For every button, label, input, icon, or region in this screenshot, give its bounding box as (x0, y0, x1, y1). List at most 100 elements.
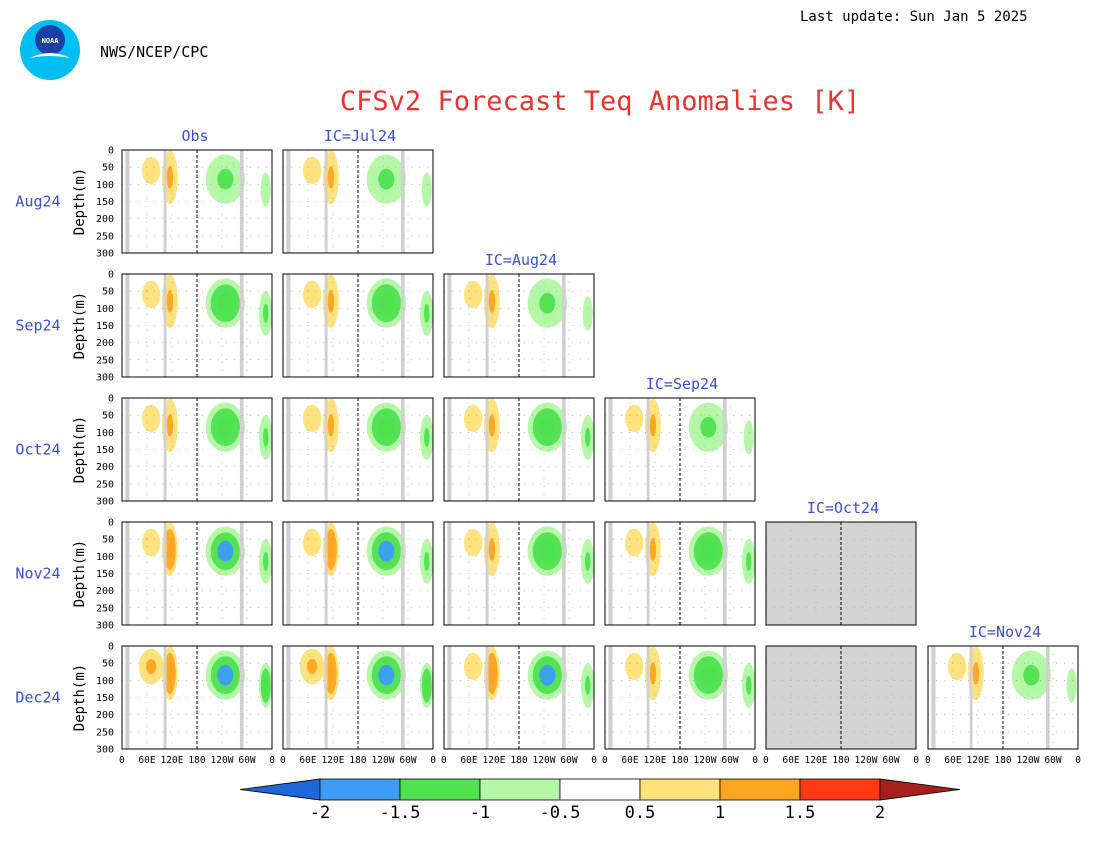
anomaly-contour-core (488, 290, 496, 313)
column-title: IC=Aug24 (485, 251, 557, 269)
colorbar-label: -1 (470, 803, 490, 823)
x-tick-label: 180 (510, 755, 527, 766)
land-mask-band (239, 274, 244, 377)
colorbar-label: -2 (310, 803, 330, 823)
x-tick-label: 60W (882, 755, 899, 766)
panel-oct24-obs (121, 397, 273, 502)
anomaly-contour-core (146, 287, 157, 303)
anomaly-contour-core (629, 411, 640, 427)
panel-frame (121, 645, 273, 750)
land-mask-band (1045, 646, 1050, 749)
land-mask-band (400, 274, 405, 377)
anomaly-contour-core (585, 304, 591, 323)
panel-frame (121, 397, 273, 502)
anomaly-contour-core (972, 662, 980, 685)
anomaly-contour-core (327, 538, 335, 561)
panel-grid: Aug24 Depth(m) 0 50 100 150 200 250 300 Obs IC=Jul… (15, 127, 1081, 766)
x-tick-label: 60E (299, 755, 316, 766)
x-tick-label: 60E (944, 755, 961, 766)
anomaly-contour-core (327, 414, 335, 437)
land-mask-band (485, 398, 489, 501)
y-tick-label: 200 (96, 338, 114, 349)
anomaly-contour-core (649, 538, 657, 561)
y-tick-label: 200 (96, 462, 114, 473)
panel-nov24-ic-oct24 (765, 521, 917, 626)
y-tick-label: 250 (96, 603, 114, 614)
x-tick-label: 0 (591, 755, 597, 766)
y-tick-label: 150 (96, 693, 114, 704)
column-title: IC=Nov24 (969, 623, 1041, 641)
y-tick-label: 100 (96, 676, 114, 687)
panel-frame (121, 149, 273, 254)
y-tick-label: 100 (96, 304, 114, 315)
x-tick-label: 120W (855, 755, 878, 766)
x-tick-label: 60E (621, 755, 638, 766)
y-tick-label: 50 (102, 163, 114, 174)
anomaly-contour-core (468, 659, 479, 675)
anomaly-contour-core (629, 535, 640, 551)
y-tick-label: 0 (108, 146, 114, 157)
anomaly-contour-core (307, 659, 318, 675)
anomaly-contour-core (307, 287, 318, 303)
row-label-sep24: Sep24 (15, 317, 60, 335)
anomaly-contour-core (539, 540, 556, 562)
y-tick-label: 300 (96, 373, 114, 384)
x-tick-label: 60W (721, 755, 738, 766)
anomaly-contour-core (424, 428, 430, 447)
panel-dec24-ic-oct24 (765, 645, 917, 750)
y-tick-label: 100 (96, 428, 114, 439)
x-tick-label: 120E (805, 755, 828, 766)
land-mask-band (400, 522, 405, 625)
colorbar-swatch (479, 778, 561, 801)
anomaly-contour-core (307, 535, 318, 551)
land-mask-band (646, 646, 650, 749)
y-tick-label: 300 (96, 745, 114, 756)
y-tick-label: 200 (96, 586, 114, 597)
land-mask-band (400, 150, 405, 253)
anomaly-contour-core (488, 414, 496, 437)
anomaly-contour-core (327, 662, 335, 685)
x-tick-label: 0 (913, 755, 919, 766)
anomaly-contour-core (1023, 664, 1040, 686)
anomaly-contour-core (585, 676, 591, 695)
x-tick-label: 60W (560, 755, 577, 766)
anomaly-contour-core (263, 304, 269, 323)
land-mask-band (239, 522, 244, 625)
y-tick-label: 200 (96, 710, 114, 721)
anomaly-contour-core (307, 411, 318, 427)
y-tick-label: 250 (96, 479, 114, 490)
panel-dec24-obs (121, 645, 273, 750)
colorbar-swatch-low-arrow (239, 778, 321, 801)
colorbar-label: 1.5 (785, 803, 816, 823)
colorbar-swatch (799, 778, 881, 801)
x-tick-label: 60E (782, 755, 799, 766)
anomaly-contour-core (327, 290, 335, 313)
anomaly-contour-core (700, 664, 717, 686)
x-tick-label: 0 (1075, 755, 1081, 766)
x-tick-label: 60E (138, 755, 155, 766)
anomaly-contour-core (424, 552, 430, 571)
colorbar-swatch (719, 778, 801, 801)
panel-frame (443, 273, 595, 378)
panel-nov24-obs (121, 521, 273, 626)
land-mask-band (324, 274, 328, 377)
panel-frame (443, 397, 595, 502)
anomaly-contour-core (217, 664, 234, 686)
x-tick-label: 0 (119, 755, 125, 766)
column-title: IC=Sep24 (646, 375, 718, 393)
noaa-logo: NOAA (20, 20, 80, 80)
land-mask-band (239, 150, 244, 253)
y-tick-label: 300 (96, 497, 114, 508)
noaa-logo-text: NOAA (42, 37, 60, 45)
land-mask-band (400, 646, 405, 749)
panel-oct24-ic-sep24 (604, 397, 756, 502)
anomaly-contour-core (166, 414, 174, 437)
land-mask-band (324, 150, 328, 253)
panel-sep24-obs (121, 273, 273, 378)
anomaly-contour-core (378, 292, 395, 314)
land-mask-band (608, 398, 613, 501)
colorbar-swatch (639, 778, 721, 801)
x-tick-label: 0 (925, 755, 931, 766)
land-mask-band (561, 522, 566, 625)
